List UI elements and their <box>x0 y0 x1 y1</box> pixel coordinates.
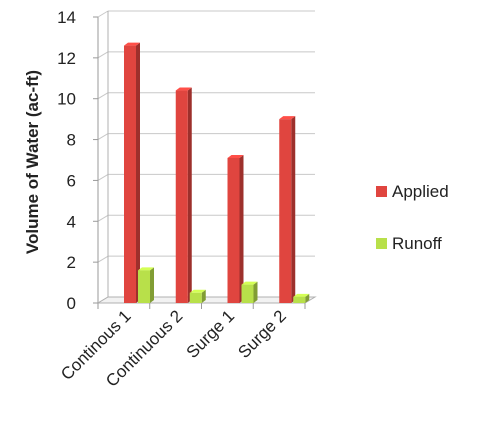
gridline-side <box>97 51 109 59</box>
y-tick-label: 10 <box>57 90 76 109</box>
bar-applied <box>279 116 296 304</box>
bar-runoff <box>138 267 154 303</box>
y-tick-label: 6 <box>67 171 76 190</box>
legend-swatch-runoff <box>376 238 387 249</box>
legend-swatch-applied <box>376 186 387 197</box>
bar-applied <box>175 87 192 304</box>
y-tick-label: 0 <box>67 294 76 313</box>
legend-label: Runoff <box>392 234 442 253</box>
legend: Applied Runoff <box>376 182 449 253</box>
y-tick-label: 12 <box>57 49 76 68</box>
bar-runoff <box>293 293 310 303</box>
gridline-side <box>97 214 109 222</box>
gridline-side <box>97 92 109 100</box>
y-tick-label: 8 <box>67 131 76 150</box>
x-category-label: Surge 2 <box>234 306 290 362</box>
axes <box>93 11 317 309</box>
legend-label: Applied <box>392 182 449 201</box>
y-tick-label: 2 <box>67 253 76 272</box>
bar-runoff <box>241 281 258 303</box>
y-tick-labels: 0 2 4 6 8 10 12 14 <box>57 8 76 313</box>
gridline-side <box>97 173 109 181</box>
y-tick-label: 14 <box>57 8 76 27</box>
bar-applied <box>124 42 140 303</box>
y-axis-title: Volume of Water (ac-ft) <box>23 70 42 254</box>
y-tick-label: 4 <box>67 212 76 231</box>
x-category-label: Surge 1 <box>183 306 239 362</box>
gridlines <box>97 10 315 304</box>
bar-runoff <box>189 289 206 303</box>
gridline-side <box>97 255 109 263</box>
gridline-side <box>97 10 109 18</box>
bars <box>124 42 310 304</box>
gridline-side <box>97 133 109 141</box>
bar-applied <box>227 154 244 303</box>
